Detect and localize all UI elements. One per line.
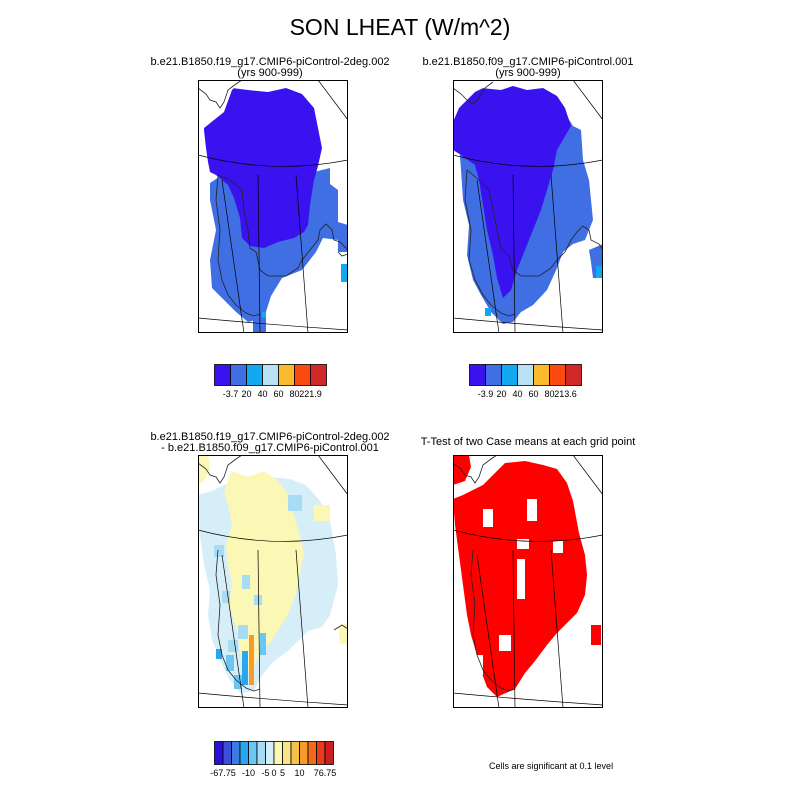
field-pos-0-5	[198, 455, 348, 673]
colorbar-tick-label: -3.9	[478, 389, 494, 399]
colorbar-tick-label: 221.9	[299, 389, 322, 399]
colorbar-box	[231, 741, 241, 765]
colorbar-box	[290, 741, 300, 765]
colorbar-tick-label: 60	[528, 389, 538, 399]
colorbar-box	[533, 364, 550, 386]
map-panel-3	[198, 455, 348, 708]
colorbar-box	[278, 364, 295, 386]
field-below-0	[453, 80, 571, 298]
map-frame	[453, 455, 603, 708]
colorbar-tick-label: -3.7	[223, 389, 239, 399]
colorbar-box	[485, 364, 502, 386]
coastline	[198, 80, 348, 317]
field-neg-5-10	[214, 495, 302, 652]
colorbar-box	[230, 364, 247, 386]
field-missing	[198, 80, 242, 150]
panel-2-title: b.e21.B1850.f09_g17.CMIP6-piControl.001 …	[378, 57, 678, 79]
map-panel-1	[198, 80, 348, 333]
colorbar-box	[294, 364, 311, 386]
map-frame	[198, 80, 348, 333]
field-20-40	[485, 266, 603, 316]
colorbar-box	[324, 741, 334, 765]
coastline	[453, 81, 603, 317]
colorbar-tick-label: 80	[289, 389, 299, 399]
colorbar-box	[246, 364, 263, 386]
colorbar-tick-label: 40	[257, 389, 267, 399]
colorbar-tick-label: 60	[273, 389, 283, 399]
colorbar-box	[501, 364, 518, 386]
field-below-0	[204, 80, 322, 248]
colorbar-box	[307, 741, 317, 765]
colorbar-tick-label: -10	[242, 768, 255, 778]
colorbar-box	[214, 741, 224, 765]
panel-3-title-line2: - b.e21.B1850.f09_g17.CMIP6-piControl.00…	[161, 442, 379, 454]
field-neg-20-30	[216, 649, 248, 685]
colorbar-tick-label: -5	[261, 768, 269, 778]
colorbar-box	[299, 741, 309, 765]
colorbar-2: -3.9 20 40 60 80 213.6	[469, 364, 582, 399]
map-panel-4	[453, 455, 603, 708]
significance-note: Cells are significant at 0.1 level	[489, 761, 614, 771]
panel-2-title-line2: (yrs 900-999)	[495, 67, 561, 79]
colorbar-3: -67.75 -10 -5 0 5 10 76.75	[210, 741, 337, 778]
colorbar-box	[239, 741, 249, 765]
colorbar-box	[549, 364, 566, 386]
colorbar-box	[282, 741, 292, 765]
field-not-significant	[473, 499, 563, 675]
colorbar-box	[262, 364, 279, 386]
map-frame	[453, 80, 603, 333]
colorbar-tick-label: 20	[496, 389, 506, 399]
colorbar-tick-label: 5	[280, 768, 285, 778]
colorbar-tick-label: 40	[512, 389, 522, 399]
field-pos-10	[249, 635, 254, 685]
colorbar-tick-label: 80	[544, 389, 554, 399]
colorbar-tick-label: 213.6	[554, 389, 577, 399]
colorbar-box	[310, 364, 327, 386]
panel-1-title: b.e21.B1850.f19_g17.CMIP6-piControl-2deg…	[120, 57, 420, 79]
panel-3-title: b.e21.B1850.f19_g17.CMIP6-piControl-2deg…	[120, 432, 420, 454]
colorbar-box	[222, 741, 232, 765]
colorbar-tick-label: 76.75	[314, 768, 337, 778]
panel-1-title-line2: (yrs 900-999)	[237, 67, 303, 79]
graticule	[198, 80, 348, 333]
colorbar-tick-label: 20	[241, 389, 251, 399]
colorbar-box	[214, 364, 231, 386]
colorbar-box	[316, 741, 326, 765]
graticule	[453, 80, 603, 333]
colorbar-box	[265, 741, 275, 765]
map-panel-2	[453, 80, 603, 333]
panel-1-title-line1: b.e21.B1850.f19_g17.CMIP6-piControl-2deg…	[150, 56, 390, 68]
colorbar-box	[248, 741, 258, 765]
coastline	[453, 455, 516, 692]
colorbar-1: -3.7 20 40 60 80 221.9	[214, 364, 327, 399]
panel-4-title-line1: T-Test of two Case means at each grid po…	[420, 436, 636, 448]
colorbar-tick-label: 0	[271, 768, 276, 778]
map-frame	[198, 455, 348, 708]
coastline	[198, 455, 348, 692]
colorbar-box	[517, 364, 534, 386]
colorbar-box	[565, 364, 582, 386]
colorbar-box	[273, 741, 283, 765]
colorbar-box	[256, 741, 266, 765]
colorbar-tick-label: 10	[294, 768, 304, 778]
field-20-40	[262, 264, 348, 318]
panel-3-title-line1: b.e21.B1850.f19_g17.CMIP6-piControl-2deg…	[150, 431, 390, 443]
colorbar-tick-label: -67.75	[210, 768, 236, 778]
figure-title: SON LHEAT (W/m^2)	[289, 14, 511, 40]
panel-4-title: T-Test of two Case means at each grid po…	[378, 437, 678, 448]
colorbar-box	[469, 364, 486, 386]
graticule	[453, 455, 603, 708]
field-missing	[453, 80, 493, 122]
graticule	[198, 455, 348, 708]
panel-2-title-line1: b.e21.B1850.f09_g17.CMIP6-piControl.001	[422, 56, 634, 68]
